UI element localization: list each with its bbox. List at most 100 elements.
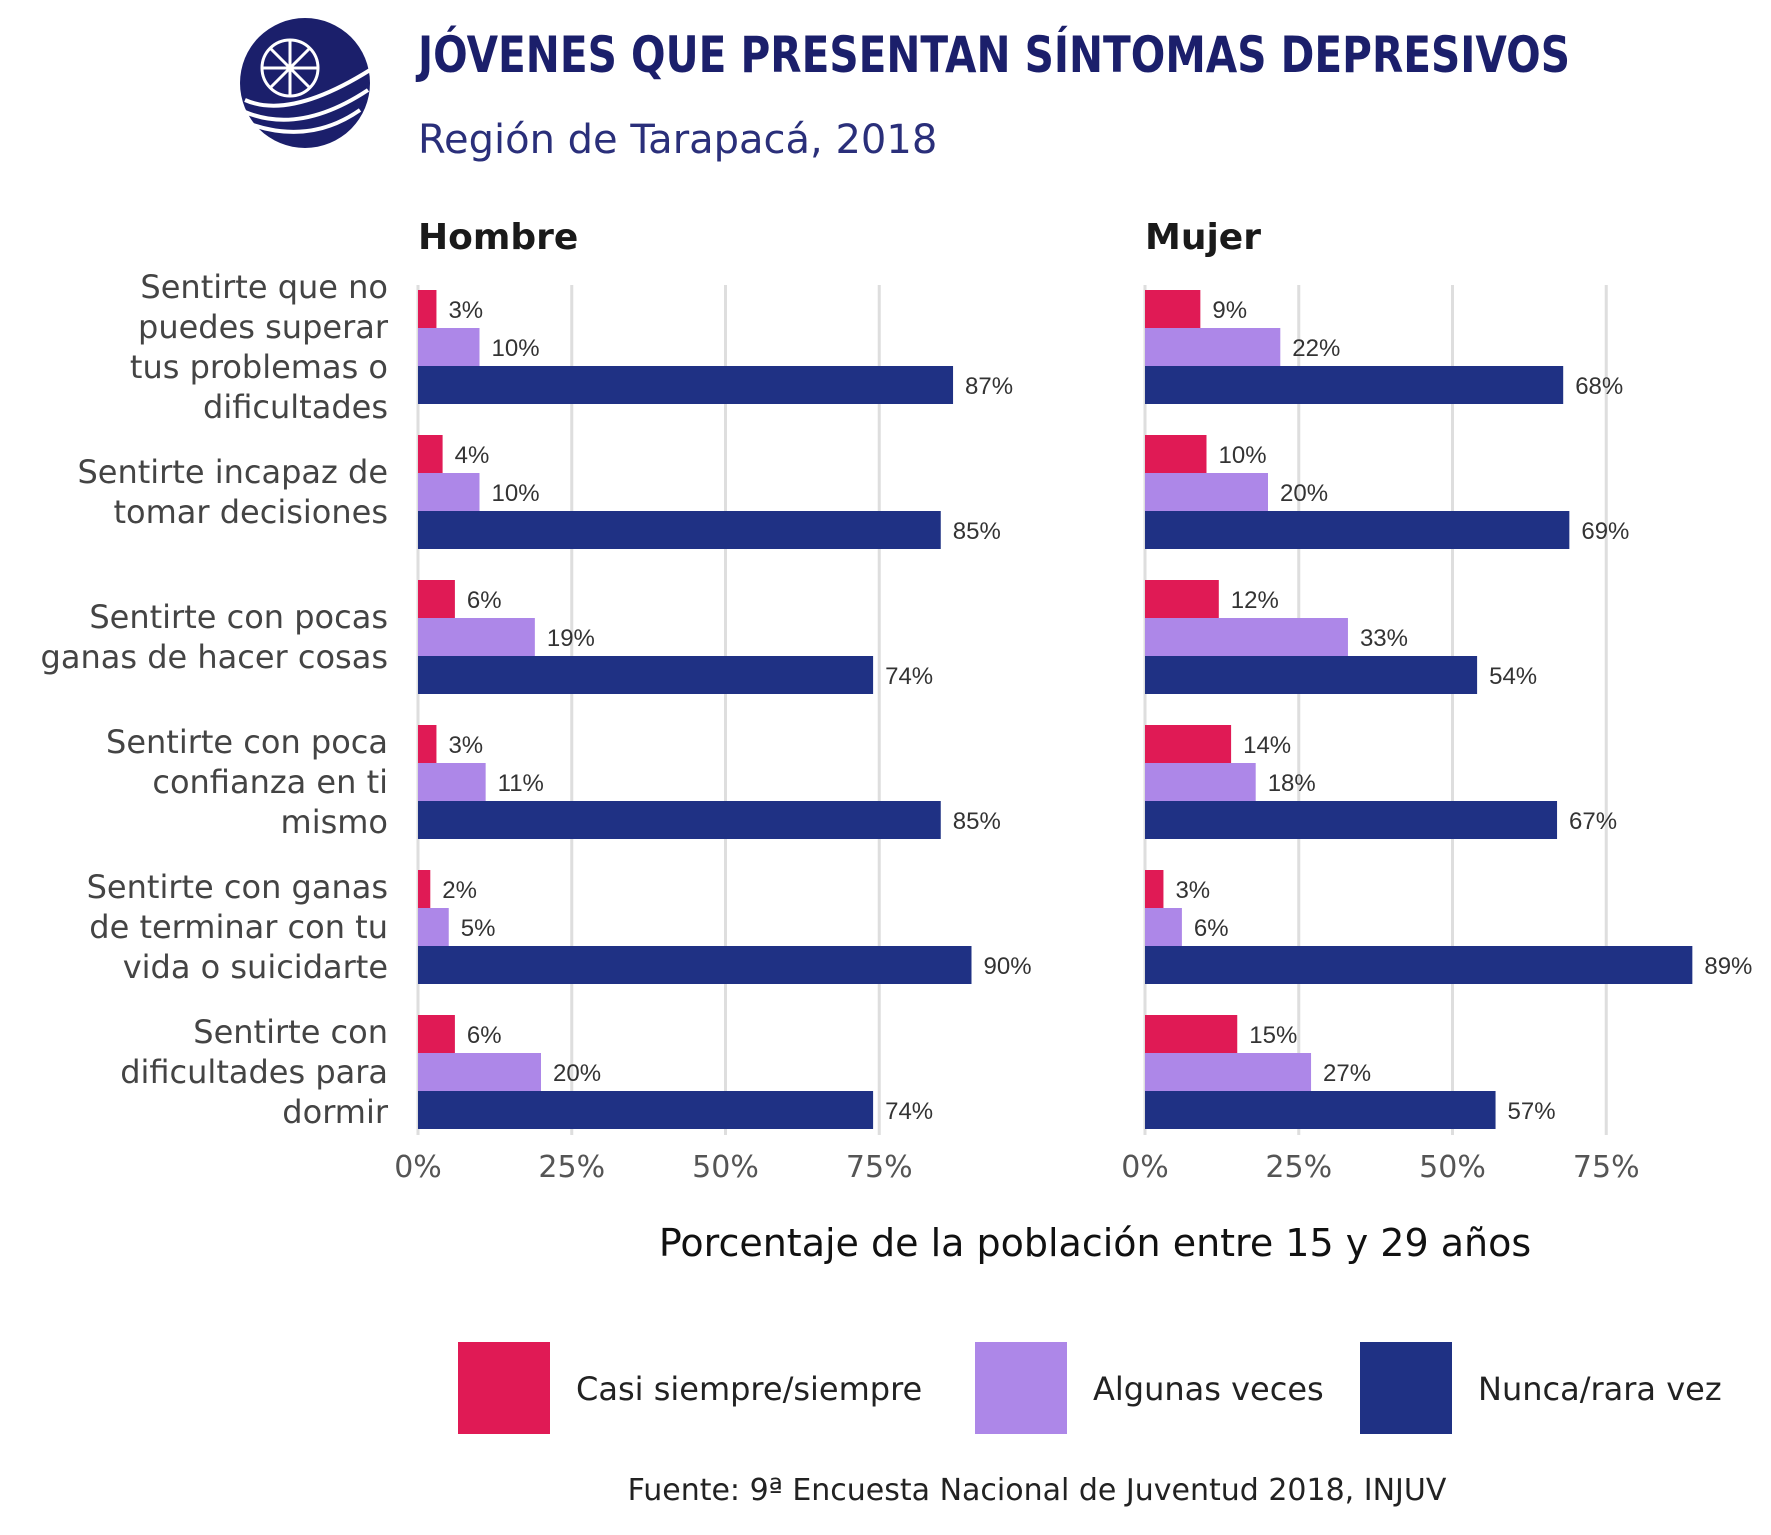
bar xyxy=(1145,946,1693,984)
bar xyxy=(1145,801,1558,839)
legend-label: Casi siempre/siempre xyxy=(576,1370,922,1408)
bar xyxy=(418,366,954,404)
y-category-line: dormir xyxy=(282,1093,389,1131)
bar xyxy=(418,618,535,656)
legend-label: Algunas veces xyxy=(1093,1370,1324,1408)
data-label: 3% xyxy=(448,732,483,759)
y-category-label: Sentirte con poca confianza en ti mismo xyxy=(106,723,388,841)
legend-swatch xyxy=(1360,1342,1452,1434)
data-label: 10% xyxy=(492,335,540,362)
data-label: 12% xyxy=(1231,587,1279,614)
y-category-label: Sentirte incapaz de tomar decisiones xyxy=(77,453,388,531)
data-label: 5% xyxy=(461,915,496,942)
y-category-label: Sentirte con dificultades para dormir xyxy=(120,1013,389,1131)
data-label: 10% xyxy=(492,480,540,507)
x-tick-label: 0% xyxy=(1121,1150,1169,1185)
y-category-line: confianza en ti xyxy=(152,763,388,801)
bar xyxy=(1145,870,1164,908)
bar xyxy=(418,328,480,366)
bar xyxy=(418,1091,874,1129)
legend-item: Algunas veces xyxy=(975,1342,1324,1434)
data-label: 57% xyxy=(1508,1098,1556,1125)
legend-item: Nunca/rara vez xyxy=(1360,1342,1722,1434)
data-label: 85% xyxy=(953,518,1001,545)
data-label: 2% xyxy=(442,877,477,904)
data-label: 54% xyxy=(1489,663,1537,690)
y-category-line: Sentirte que no xyxy=(140,268,388,306)
bar xyxy=(1145,1053,1312,1091)
bar xyxy=(418,580,455,618)
source-note: Fuente: 9ª Encuesta Nacional de Juventud… xyxy=(628,1473,1447,1508)
bar xyxy=(1145,511,1570,549)
bar xyxy=(1145,580,1219,618)
y-category-label: Sentirte con ganas de terminar con tu vida… xyxy=(87,868,388,986)
data-label: 20% xyxy=(1280,480,1328,507)
data-label: 69% xyxy=(1581,518,1629,545)
x-tick-label: 75% xyxy=(846,1150,913,1185)
x-tick-label: 50% xyxy=(1419,1150,1486,1185)
legend-item: Casi siempre/siempre xyxy=(458,1342,922,1434)
y-category-line: Sentirte con xyxy=(193,1013,388,1051)
bar xyxy=(1145,435,1207,473)
bar xyxy=(1145,290,1201,328)
bar xyxy=(418,656,874,694)
bar xyxy=(1145,366,1564,404)
y-category-line: tus problemas o xyxy=(130,348,388,386)
x-axis-title: Porcentaje de la población entre 15 y 29… xyxy=(659,1221,1531,1265)
legend-swatch xyxy=(975,1342,1067,1434)
y-category-label: Sentirte que no puedes superar tus problem… xyxy=(130,268,389,426)
data-label: 14% xyxy=(1243,732,1291,759)
data-label: 74% xyxy=(885,1098,933,1125)
data-label: 22% xyxy=(1292,335,1340,362)
data-label: 18% xyxy=(1268,770,1316,797)
bar xyxy=(418,1015,455,1053)
legend: Casi siempre/siempre Algunas veces Nunca/r… xyxy=(458,1342,1722,1434)
legend-label: Nunca/rara vez xyxy=(1478,1370,1722,1408)
data-label: 90% xyxy=(984,953,1032,980)
chart-panels: Hombre 0% 25% 50% 75% 3% 4% 6% 3% 2% 6% 10% 10% 19% 11… xyxy=(394,217,1752,1185)
y-category-line: Sentirte con ganas xyxy=(87,868,388,906)
bar xyxy=(1145,328,1281,366)
x-tick-label: 25% xyxy=(538,1150,605,1185)
y-category-line: vida o suicidarte xyxy=(123,948,388,986)
chart-title: JÓVENES QUE PRESENTAN SÍNTOMAS DEPRESIVO… xyxy=(416,25,1570,84)
panel-title: Hombre xyxy=(418,217,578,258)
bar xyxy=(1145,473,1268,511)
data-label: 68% xyxy=(1575,373,1623,400)
bar xyxy=(1145,763,1256,801)
data-label: 6% xyxy=(467,1022,502,1049)
x-tick-label: 0% xyxy=(394,1150,442,1185)
y-category-line: tomar decisiones xyxy=(114,493,389,531)
category-labels: Sentirte que no puedes superar tus problem… xyxy=(41,268,389,1131)
bar xyxy=(1145,908,1182,946)
data-label: 10% xyxy=(1219,442,1267,469)
chart-subtitle: Región de Tarapacá, 2018 xyxy=(418,117,937,163)
bar xyxy=(418,435,443,473)
data-label: 67% xyxy=(1569,808,1617,835)
y-category-line: ganas de hacer cosas xyxy=(41,638,388,676)
y-category-line: Sentirte con pocas xyxy=(89,598,388,636)
panel-title: Mujer xyxy=(1145,217,1261,258)
y-category-line: dificultades xyxy=(203,388,388,426)
bar xyxy=(418,1053,541,1091)
y-category-line: mismo xyxy=(281,803,388,841)
y-category-line: puedes superar xyxy=(138,308,389,346)
bar xyxy=(418,946,972,984)
data-label: 3% xyxy=(448,297,483,324)
x-tick-label: 25% xyxy=(1265,1150,1332,1185)
panel-mujer: Mujer 0% 25% 50% 75% 9% 10% 12% 14% 3% 15% 22% 20% 33… xyxy=(1121,217,1752,1185)
bar xyxy=(418,870,431,908)
data-label: 33% xyxy=(1360,625,1408,652)
bar xyxy=(1145,618,1348,656)
data-label: 3% xyxy=(1175,877,1210,904)
bar xyxy=(418,908,449,946)
data-label: 89% xyxy=(1704,953,1752,980)
bar xyxy=(418,473,480,511)
data-label: 20% xyxy=(553,1060,601,1087)
bar xyxy=(418,725,437,763)
y-category-line: Sentirte con poca xyxy=(106,723,388,761)
y-category-line: dificultades para xyxy=(120,1053,388,1091)
injuv-globe-logo-icon xyxy=(240,18,372,148)
bar xyxy=(418,290,437,328)
